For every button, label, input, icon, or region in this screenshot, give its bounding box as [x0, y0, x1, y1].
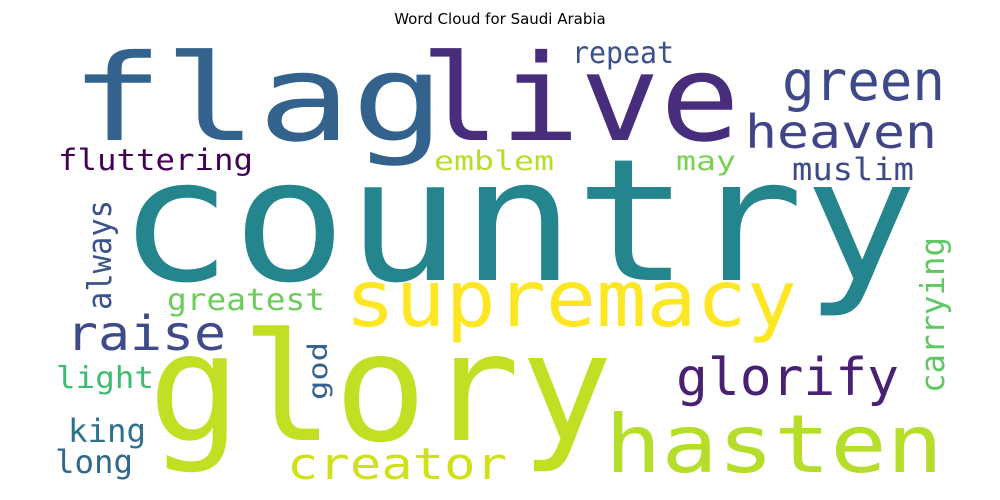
word-long: long	[55, 443, 133, 481]
chart-title: Word Cloud for Saudi Arabia	[394, 10, 606, 28]
word-god: god	[303, 342, 334, 400]
word-glorify: glorify	[676, 348, 899, 408]
word-may: may	[676, 146, 736, 177]
word-heaven: heaven	[745, 105, 937, 159]
word-creator: creator	[287, 439, 507, 490]
word-live: live	[420, 30, 740, 169]
word-raise: raise	[66, 306, 226, 362]
word-supremacy: supremacy	[345, 255, 797, 345]
word-fluttering: fluttering	[58, 143, 253, 177]
word-king: king	[68, 412, 146, 450]
word-repeat: repeat	[572, 36, 674, 71]
word-muslim: muslim	[792, 152, 914, 188]
word-carrying: carrying	[913, 237, 952, 393]
word-glory: glory	[148, 302, 613, 476]
word-hasten: hasten	[605, 398, 943, 491]
word-green: green	[782, 49, 945, 113]
word-always: always	[80, 200, 119, 310]
word-light: light	[56, 361, 154, 396]
word-greatest: greatest	[167, 283, 325, 318]
word-emblem: emblem	[434, 146, 554, 177]
word-country: country	[118, 123, 918, 321]
word-flag: flag	[70, 30, 445, 169]
